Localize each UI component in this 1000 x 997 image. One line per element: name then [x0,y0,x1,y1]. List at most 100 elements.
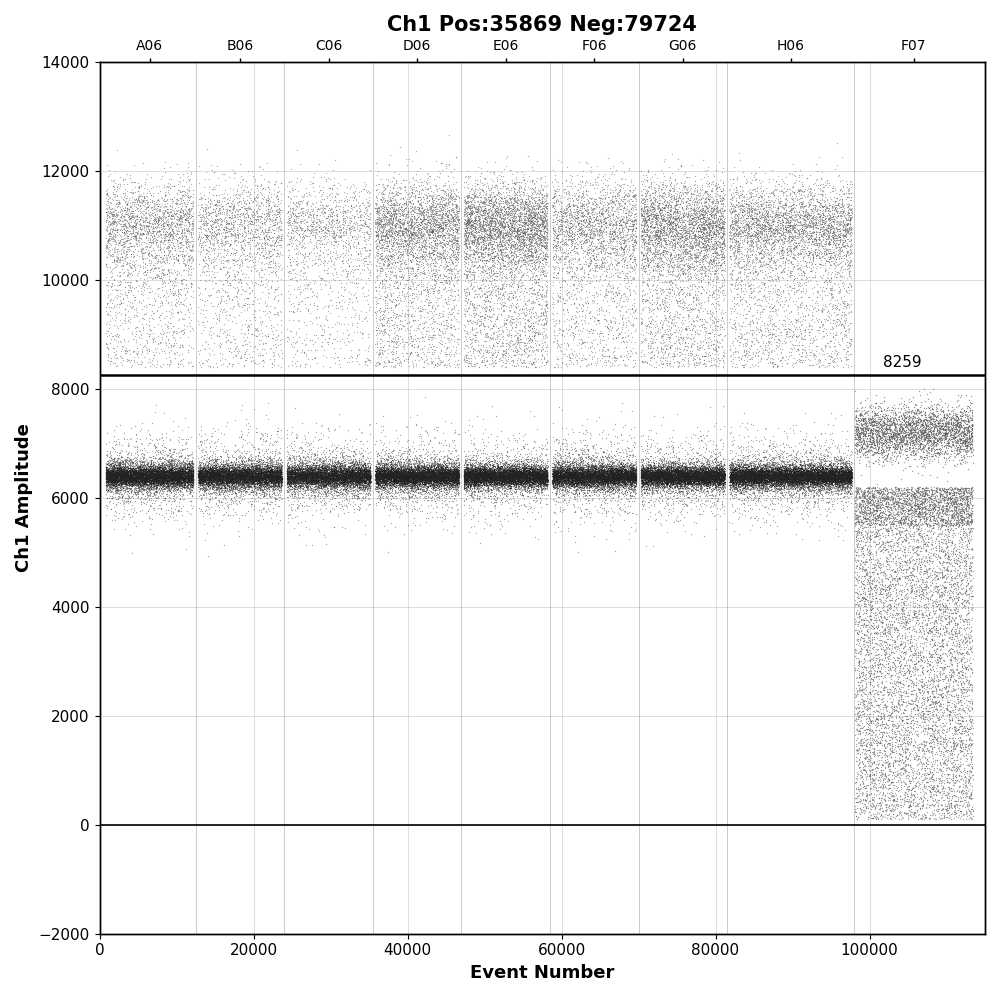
Point [532,246,548,262]
Point [296,461,312,477]
Point [657,476,673,492]
Point [183,470,199,486]
Point [798,283,814,299]
Point [257,472,273,488]
Point [385,197,401,213]
Point [674,467,690,483]
Point [391,480,407,496]
Point [564,241,580,257]
Point [771,287,787,303]
Point [335,466,351,482]
Point [763,250,779,266]
Point [388,469,404,485]
Point [669,479,685,495]
Point [141,473,157,489]
Point [744,246,760,262]
Point [481,470,497,486]
Point [785,217,801,233]
Point [147,216,163,232]
Point [843,238,859,254]
Point [211,473,227,489]
Point [144,229,160,245]
Point [297,227,313,243]
Point [722,341,738,357]
Point [794,174,810,190]
Point [120,461,136,477]
Point [173,466,189,482]
Point [566,480,582,496]
Point [708,240,724,256]
Point [98,462,114,478]
Point [482,329,498,345]
Point [351,466,367,482]
Point [104,469,120,485]
Point [820,468,836,484]
Point [395,470,411,486]
Point [392,216,408,232]
Point [510,221,526,237]
Point [501,467,517,483]
Point [268,469,284,485]
Point [961,730,977,746]
Point [864,657,880,673]
Point [528,226,544,242]
Point [621,468,637,484]
Point [425,470,441,486]
Point [177,454,193,470]
Point [748,471,764,487]
Point [766,470,782,486]
Point [347,455,363,471]
Point [798,470,814,486]
Point [825,463,841,479]
Point [117,286,133,302]
Point [503,469,519,485]
Point [239,464,255,480]
Point [163,478,179,494]
Point [792,482,808,498]
Point [741,220,757,236]
Point [280,470,296,486]
Point [577,470,593,486]
Point [289,257,305,273]
Point [756,465,772,481]
Point [590,474,606,490]
Point [264,467,280,483]
Point [609,224,625,240]
Point [445,467,461,483]
Point [930,414,946,430]
Point [119,466,135,482]
Point [245,456,261,472]
Point [287,468,303,484]
Point [387,470,403,486]
Point [521,233,537,249]
Point [699,471,715,487]
Point [231,466,247,482]
Point [427,225,443,241]
Point [357,478,373,494]
Point [836,464,852,480]
Point [684,470,700,486]
Point [606,474,622,490]
Point [306,447,322,463]
Point [383,466,399,482]
Point [487,221,503,237]
Point [423,250,439,266]
Point [679,257,695,273]
Point [497,483,513,498]
Point [921,497,937,512]
Point [233,469,249,485]
Point [421,239,437,255]
Point [790,222,806,238]
Point [602,465,618,481]
Point [127,466,143,482]
Point [356,468,372,484]
Point [834,331,850,347]
Point [490,465,506,481]
Point [305,470,321,486]
Point [283,478,299,494]
Point [192,475,208,491]
Point [329,471,345,487]
Point [494,471,510,487]
Point [307,458,323,474]
Point [819,216,835,232]
